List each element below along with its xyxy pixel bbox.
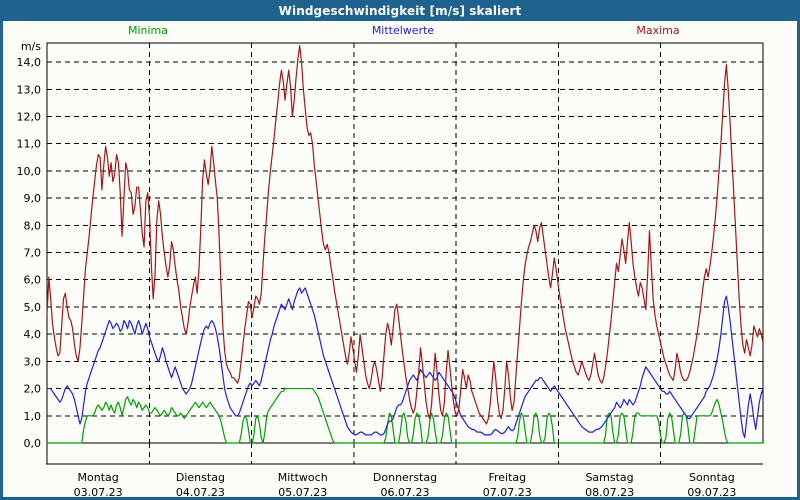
legend-label-minima: Minima [127, 24, 169, 37]
x-axis-tick-labels: Montag 03.07.23 Dienstag 04.07.23 Mittwoch 05… [74, 471, 737, 497]
series-line-minima [47, 387, 763, 444]
x-axis-date-label: 06.07.23 [381, 486, 430, 497]
x-axis-date-label: 07.07.23 [483, 486, 532, 497]
series-line-maxima [46, 45, 764, 425]
y-axis-tick-label: 0,0 [24, 437, 42, 450]
plot-container: 0,0 1,0 2,0 3,0 4,0 5,0 6,0 7,0 8,0 9,0 10,0 11,0 12… [3, 0, 797, 497]
x-axis-weekday-label: Donnerstag [373, 471, 437, 484]
y-axis-tick-label: 10,0 [17, 165, 42, 178]
y-axis-tick-labels: 0,0 1,0 2,0 3,0 4,0 5,0 6,0 7,0 8,0 9,0 10,0 11,0 12… [17, 56, 42, 450]
x-axis-weekday-label: Mittwoch [278, 471, 328, 484]
legend-label-maxima: Maxima [636, 24, 680, 37]
x-axis-weekday-label: Dienstag [176, 471, 225, 484]
x-axis-date-label: 03.07.23 [74, 486, 123, 497]
x-axis-weekday-label: Montag [78, 471, 119, 484]
window-title: Windgeschwindigkeit [m/s] skaliert [278, 3, 522, 18]
legend-label-mittelwerte: Mittelwerte [371, 24, 435, 37]
y-axis-tick-label: 11,0 [17, 138, 42, 151]
y-axis-tick-label: 12,0 [17, 110, 42, 123]
y-axis-tick-label: 2,0 [24, 383, 42, 396]
y-axis-tick-label: 4,0 [24, 328, 42, 341]
wind-speed-line-chart: 0,0 1,0 2,0 3,0 4,0 5,0 6,0 7,0 8,0 9,0 10,0 11,0 12… [17, 40, 764, 497]
x-axis-weekday-label: Sonntag [689, 471, 735, 484]
y-axis-tick-label: 6,0 [24, 274, 42, 287]
x-axis-weekday-label: Freitag [488, 471, 526, 484]
y-axis-tick-label: 3,0 [24, 355, 42, 368]
y-axis-tick-label: 14,0 [17, 56, 42, 69]
y-axis-unit-label: m/s [21, 40, 41, 53]
x-axis-date-label: 08.07.23 [585, 486, 634, 497]
axis-frame [46, 42, 764, 465]
y-axis-tick-label: 5,0 [24, 301, 42, 314]
x-axis-date-label: 05.07.23 [278, 486, 327, 497]
plot-frame [46, 42, 764, 444]
y-axis-tick-label: 7,0 [24, 247, 42, 260]
y-axis-tick-label: 13,0 [17, 83, 42, 96]
y-axis-tick-label: 9,0 [24, 192, 42, 205]
y-axis-tick-label: 1,0 [24, 410, 42, 423]
gridlines [47, 43, 763, 444]
data-series-layer [46, 45, 764, 444]
x-axis-date-label: 04.07.23 [176, 486, 225, 497]
x-axis-date-label: 09.07.23 [687, 486, 736, 497]
y-axis-tick-label: 8,0 [24, 219, 42, 232]
series-line-mittelwerte [47, 287, 764, 439]
window-title-bar: Windgeschwindigkeit [m/s] skaliert [0, 0, 800, 21]
x-axis-weekday-label: Samstag [585, 471, 633, 484]
